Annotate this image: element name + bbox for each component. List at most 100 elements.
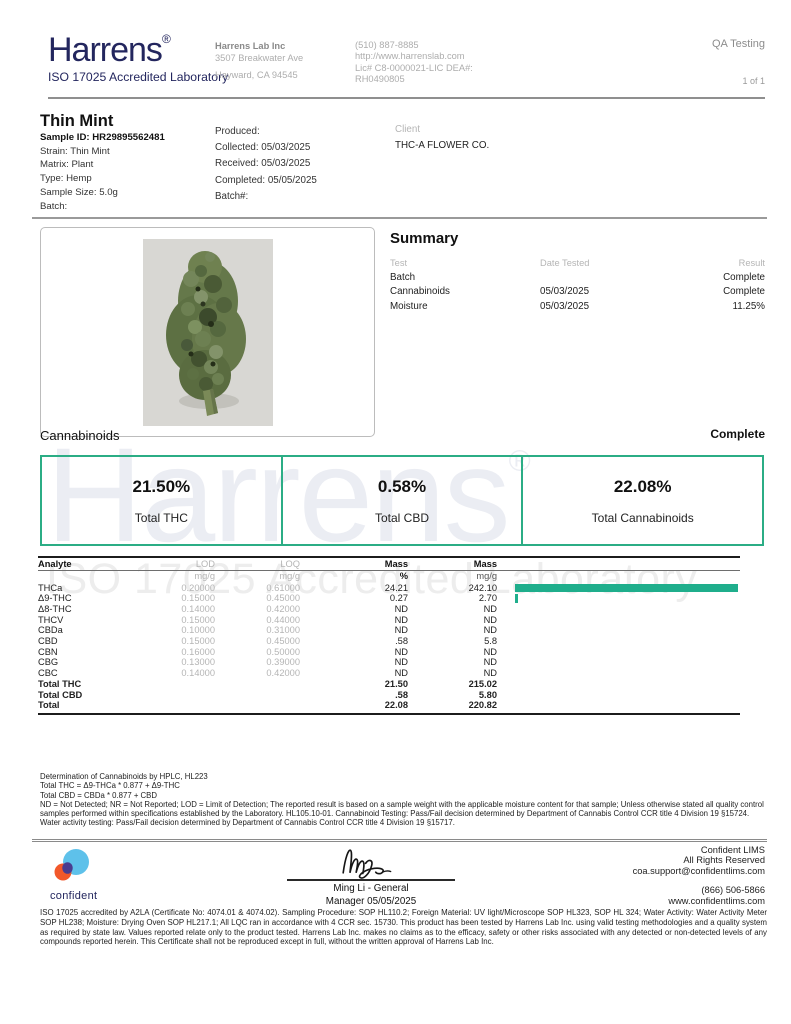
logo-tagline: ISO 17025 Accredited Laboratory [48,70,229,84]
loq-value: 0.31000 [266,625,300,636]
sample-id: Sample ID: HR29895562481 [40,132,165,143]
analyte-table: Analyte LOD LOQ Mass Mass mg/g mg/g % mg… [38,556,740,715]
section-divider [32,217,767,219]
loq-value: 0.61000 [266,582,300,593]
total-cbd-value: 0.58% [377,476,427,496]
analyte-name: CBC [38,668,58,679]
analyte-row-cbc: CBC 0.14000 0.42000 ND ND [38,668,740,679]
summary-col-test: Test [390,258,408,268]
mass-pct-value: .58 [395,636,408,647]
analyte-name: THCV [38,614,64,625]
col-lod: LOD [195,559,215,569]
lab-name: Harrens Lab Inc [215,41,286,51]
summary-title: Summary [390,230,459,247]
client-label: Client [395,124,421,135]
total-mass-mgg: 5.80 [478,689,497,700]
lod-value: 0.14000 [181,603,215,614]
total-mass-pct: 22.08 [384,700,408,711]
summary-result: 11.25% [732,300,766,312]
total-cbd-box: 0.58% Total CBD [283,457,524,544]
unit-mass-pct: % [399,571,408,581]
page-number: 1 of 1 [742,76,765,86]
mass-mgg-value: ND [483,668,497,679]
total-label: Total THC [38,678,82,689]
total-cannabinoids-box: 22.08% Total Cannabinoids [523,457,762,544]
lab-phone: (510) 887-8885 [355,40,419,50]
analyte-name: Δ8-THC [38,603,72,614]
signer-name: Ming Li - General [333,883,409,894]
confident-logo-icon [54,849,89,881]
mass-pct-value: ND [394,603,408,614]
lod-value: 0.15000 [181,636,215,647]
analyte-name: CBD [38,636,58,647]
sample-details-block: Sample ID: HR29895562481 Strain: Thin Mi… [40,131,165,213]
analyte-row-cbn: CBN 0.16000 0.50000 ND ND [38,647,740,658]
date-completed: Completed: 05/05/2025 [215,174,317,186]
harrens-logo: Harrens® ISO 17025 Accredited Laboratory [48,33,228,84]
analyte-row-cbd: CBD 0.15000 0.45000 .58 5.8 [38,636,740,647]
lims-phone: (866) 506-5866 [701,885,765,896]
total-cbd-label: Total CBD [374,510,430,525]
sample-photo [142,239,273,426]
footnote-definitions: ND = Not Detected; NR = Not Reported; LO… [40,799,764,828]
summary-row-cannabinoids: Cannabinoids 05/03/2025 Complete [390,285,765,300]
client-name: THC-A FLOWER CO. [395,140,490,151]
summary-row-batch: Batch Complete [390,271,765,286]
registered-mark: ® [161,32,171,46]
unit-mass-mgg: mg/g [476,571,497,581]
mass-mgg-value: ND [483,614,497,625]
sample-photo-frame [40,227,375,437]
cannabinoids-status: Complete [710,427,765,441]
total-mass-mgg: 215.02 [468,678,497,689]
sample-batch: Batch: [40,200,68,212]
unit-lod: mg/g [194,571,215,581]
summary-date [540,271,664,286]
analyte-name: CBN [38,646,58,657]
unit-loq: mg/g [279,571,300,581]
mass-mgg-value: 242.10 [468,582,497,593]
sample-size: Sample Size: 5.0g [40,186,118,198]
sample-strain: Strain: Thin Mint [40,145,110,157]
summary-test: Moisture [390,300,428,312]
qa-testing-label: QA Testing [712,38,765,50]
lims-name: Confident LIMS [700,845,765,855]
lod-value: 0.15000 [181,614,215,625]
analyte-table-units: mg/g mg/g % mg/g [38,571,740,583]
summary-result: Complete [723,271,765,283]
summary-date: 05/03/2025 [540,300,590,312]
signature-glyph [342,849,392,879]
mass-pct-value: 0.27 [389,593,408,604]
lims-website: www.confidentlims.com [668,895,765,906]
mass-mgg-value: ND [483,657,497,668]
sample-type: Type: Hemp [40,173,92,185]
date-produced: Produced: [215,126,260,137]
analyte-name: THCa [38,582,63,593]
header-divider [48,97,765,99]
date-received: Received: 05/03/2025 [215,158,311,170]
total-thc-value: 21.50% [132,476,191,496]
lod-value: 0.20000 [181,582,215,593]
lims-contact-block: Confident LIMS All Rights Reserved coa.s… [633,845,765,906]
summary-row-moisture: Moisture 05/03/2025 11.25% [390,300,765,315]
col-mass-mgg: Mass [473,559,497,569]
lod-value: 0.13000 [181,657,215,668]
lab-address-line2: Hayward, CA 94545 [215,70,298,80]
total-thc-label: Total THC [134,510,188,525]
analyte-row-cbda: CBDa 0.10000 0.31000 ND ND [38,625,740,636]
mass-pct-value: 24.21 [384,582,408,593]
mass-pct-value: ND [394,646,408,657]
analyte-table-bottom-rule [38,712,740,715]
lod-value: 0.10000 [181,625,215,636]
analyte-row-d8thc: Δ8-THC 0.14000 0.42000 ND ND [38,604,740,615]
analyte-name: CBDa [38,625,63,636]
total-thc-row: Total THC 21.50 215.02 [38,679,740,690]
mass-pct-value: ND [394,614,408,625]
col-loq: LOQ [280,559,300,569]
mass-mgg-value: ND [483,625,497,636]
total-mass-pct: 21.50 [384,678,408,689]
mass-pct-value: ND [394,657,408,668]
harrens-logo-text: Harrens® [48,31,171,69]
analyte-row-thcv: THCV 0.15000 0.44000 ND ND [38,615,740,626]
method-footnotes: Determination of Cannabinoids by HPLC, H… [40,772,767,828]
analyte-row-cbg: CBG 0.13000 0.39000 ND ND [38,657,740,668]
